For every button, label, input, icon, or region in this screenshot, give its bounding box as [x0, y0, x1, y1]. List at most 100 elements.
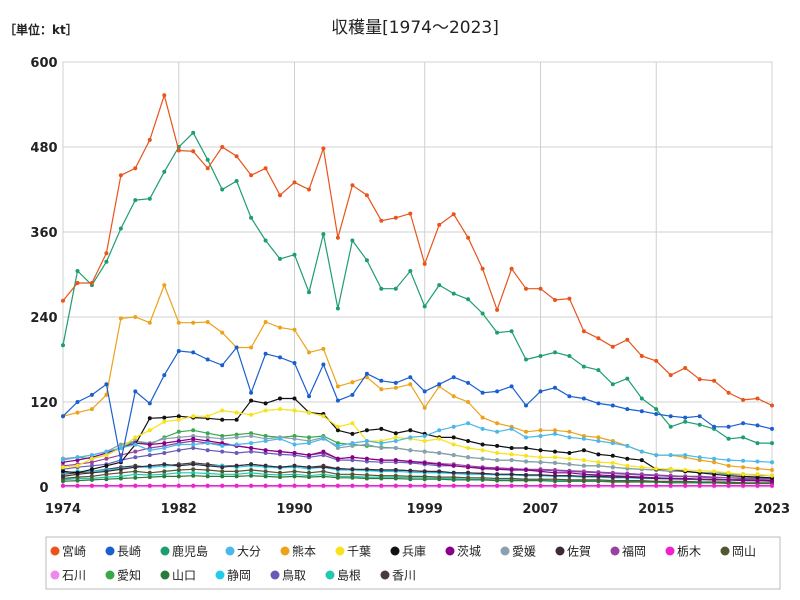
- data-point: [220, 187, 225, 192]
- data-point: [176, 439, 181, 443]
- data-point: [524, 403, 528, 408]
- legend-marker: [380, 570, 390, 580]
- series-line: [62, 475, 772, 485]
- data-point: [292, 463, 297, 468]
- data-point: [191, 483, 196, 488]
- data-point: [610, 453, 615, 458]
- data-point: [538, 473, 543, 477]
- data-point: [408, 474, 413, 479]
- data-point: [364, 428, 369, 433]
- data-point: [292, 180, 297, 185]
- data-point: [89, 483, 94, 488]
- data-point: [697, 458, 702, 463]
- data-point: [263, 483, 268, 488]
- data-point: [625, 478, 630, 483]
- data-point: [321, 414, 326, 419]
- data-point: [451, 291, 456, 296]
- legend-label: 愛媛: [512, 545, 536, 559]
- data-point: [770, 426, 774, 431]
- data-point: [712, 469, 717, 474]
- data-point: [567, 462, 572, 467]
- data-point: [278, 355, 282, 360]
- data-point: [466, 439, 471, 443]
- data-point: [408, 211, 413, 216]
- data-point: [509, 452, 514, 457]
- data-point: [509, 446, 514, 450]
- data-point: [393, 215, 398, 220]
- data-point: [118, 226, 123, 231]
- data-point: [307, 350, 311, 355]
- data-point: [451, 453, 456, 458]
- data-point: [581, 458, 586, 463]
- data-point: [596, 452, 601, 457]
- legend-marker: [225, 546, 235, 556]
- data-point: [495, 389, 500, 394]
- legend-marker: [500, 546, 510, 556]
- legend-marker: [160, 546, 170, 556]
- data-point: [89, 470, 94, 475]
- data-point: [509, 468, 514, 472]
- series-line: [62, 346, 773, 461]
- data-point: [509, 329, 514, 334]
- data-point: [495, 429, 500, 434]
- data-point: [89, 456, 94, 461]
- data-point: [654, 475, 659, 480]
- data-point: [596, 483, 601, 488]
- data-point: [220, 441, 225, 446]
- data-point: [75, 455, 80, 460]
- data-point: [466, 400, 471, 404]
- data-point: [249, 468, 254, 472]
- data-point: [422, 439, 427, 443]
- data-point: [437, 451, 442, 455]
- data-point: [118, 483, 123, 488]
- data-point: [263, 469, 268, 474]
- data-point: [538, 448, 543, 453]
- data-point: [581, 364, 586, 369]
- data-point: [697, 377, 702, 382]
- data-point: [683, 453, 688, 458]
- data-point: [553, 350, 557, 355]
- data-point: [480, 390, 485, 395]
- data-point: [234, 432, 239, 437]
- data-point: [712, 378, 717, 383]
- data-point: [350, 483, 355, 488]
- data-point: [249, 398, 254, 403]
- data-point: [466, 297, 471, 302]
- data-point: [726, 473, 731, 478]
- x-tick-label: 1990: [276, 502, 312, 517]
- data-point: [596, 435, 601, 440]
- data-point: [205, 483, 210, 488]
- data-point: [292, 408, 297, 413]
- data-point: [89, 281, 94, 285]
- data-point: [147, 448, 152, 453]
- data-point: [249, 215, 254, 220]
- data-point: [205, 431, 210, 436]
- data-point: [509, 472, 514, 477]
- data-point: [393, 380, 398, 385]
- data-point: [220, 469, 225, 474]
- data-point: [712, 477, 717, 482]
- legend-item: 長崎: [105, 545, 141, 559]
- data-point: [205, 414, 210, 419]
- data-point: [524, 459, 528, 464]
- data-point: [234, 474, 239, 479]
- data-point: [307, 290, 311, 295]
- legend-label: 大分: [237, 545, 261, 559]
- data-point: [350, 392, 355, 397]
- data-point: [89, 474, 94, 479]
- plot-area: [62, 61, 773, 488]
- x-tick-label: 1982: [161, 502, 197, 517]
- data-point: [625, 483, 630, 488]
- data-point: [364, 439, 369, 443]
- data-point: [278, 325, 282, 330]
- data-point: [278, 465, 282, 470]
- data-point: [191, 149, 196, 154]
- data-point: [437, 483, 442, 488]
- data-point: [755, 441, 760, 446]
- data-point: [668, 467, 673, 472]
- data-point: [205, 435, 210, 440]
- data-point: [133, 442, 138, 447]
- data-point: [408, 477, 413, 482]
- data-point: [639, 483, 644, 488]
- series-line: [62, 131, 772, 444]
